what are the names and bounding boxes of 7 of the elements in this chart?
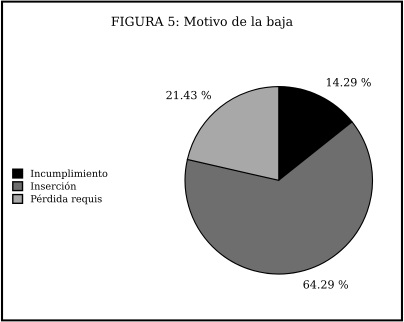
data-label: 21.43 % — [166, 90, 211, 100]
legend-label: Incumplimiento — [30, 170, 108, 179]
data-label: 64.29 % — [303, 280, 348, 289]
data-label: 14.29 % — [326, 78, 371, 86]
legend-label: Inserción — [30, 182, 76, 190]
legend-label: Pérdida requis — [30, 194, 102, 204]
chart-title: FIGURA 5: Motivo de la baja — [112, 16, 293, 29]
